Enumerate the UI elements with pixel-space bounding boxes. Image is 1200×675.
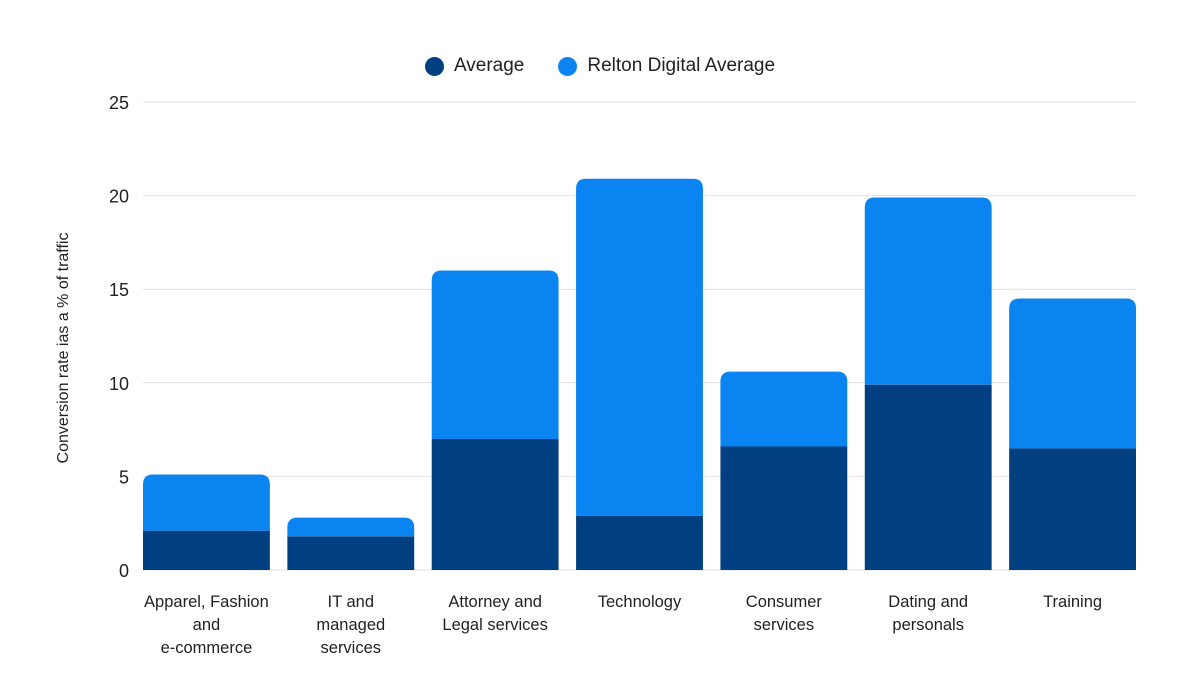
bars [143,178,1136,570]
x-tick-label: Dating and personals [888,593,969,634]
bar-relton-3 [576,178,703,516]
x-tick-label: Attorney and Legal services [442,593,548,634]
bar-average-2 [431,438,559,570]
y-tick-labels: 0 5 10 15 20 25 [109,93,129,581]
legend-item-relton: Relton Digital Average [558,55,775,77]
bar-relton-0 [143,474,270,531]
y-tick-label: 5 [119,467,129,487]
y-tick-label: 25 [109,93,129,113]
chart-legend: Average Relton Digital Average [0,55,1200,77]
x-tick-label: Technology [597,593,682,611]
bar-average-0 [143,530,270,570]
bar-average-5 [864,384,992,570]
bar-relton-2 [431,270,559,439]
bar-relton-1 [287,517,415,537]
legend-item-average: Average [424,55,525,77]
legend-label-relton: Relton Digital Average [587,55,776,76]
legend-swatch-average [424,56,444,76]
bar-average-3 [576,515,703,570]
bar-relton-4 [720,371,848,447]
bar-relton-5 [864,197,992,385]
bar-relton-6 [1009,298,1136,449]
y-tick-label: 20 [109,187,129,207]
x-tick-label: IT and managed services [316,593,386,657]
y-tick-label: 10 [109,374,129,394]
x-tick-label: Consumer services [745,593,822,634]
x-tick-label: Apparel, Fashion and e-commerce [144,593,269,657]
bar-average-1 [287,536,415,570]
legend-swatch-relton [558,56,578,76]
legend-label-average: Average [453,55,525,76]
x-tick-label: Training [1043,593,1103,611]
y-tick-label: 15 [109,280,129,300]
bar-average-6 [1009,448,1136,570]
y-tick-label: 0 [119,561,129,581]
bar-average-4 [720,446,848,570]
